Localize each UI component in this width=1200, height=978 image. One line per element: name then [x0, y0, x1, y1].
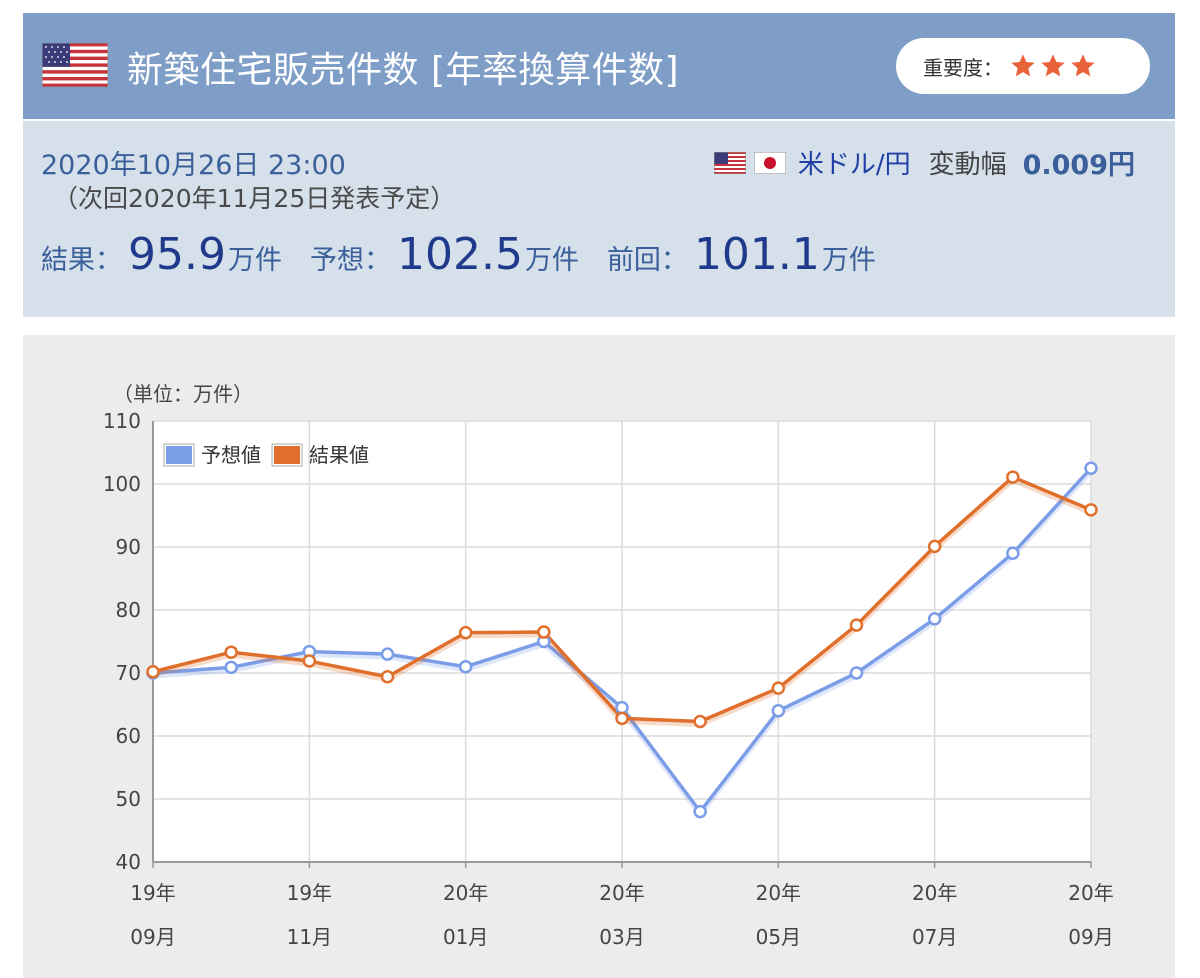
- next-release-note: （次回2020年11月25日発表予定）: [53, 184, 456, 213]
- japan-flag-icon: [753, 151, 786, 174]
- x-tick-label-month: 03月: [599, 925, 644, 949]
- importance-stars: [1009, 52, 1097, 80]
- data-point-result: [224, 645, 238, 659]
- star-icon: [1041, 54, 1065, 77]
- x-tick-label-year: 19年: [130, 881, 175, 905]
- volatility-value: 0.009円: [1022, 150, 1135, 181]
- data-point-result: [927, 539, 942, 554]
- importance-badge: 重要度：: [896, 38, 1150, 94]
- release-datetime: 2020年10月26日 23:00: [41, 150, 346, 181]
- release-stats: 結果： 95.9 万件 予想： 102.5 万件 前回： 101.1 万件: [41, 229, 876, 280]
- legend-swatch-border: [163, 443, 195, 467]
- data-point-result: [1006, 470, 1020, 484]
- data-point-result: [146, 664, 160, 679]
- page-title: 新築住宅販売件数 [年率換算件数]: [127, 50, 680, 91]
- release-info-panel: 2020年10月26日 23:00 （次回2020年11月25日発表予定） 米ド…: [23, 121, 1175, 317]
- previous-unit: 万件: [821, 245, 876, 276]
- data-point-result: [302, 654, 317, 668]
- star-icon: [1011, 54, 1035, 77]
- x-tick-label-year: 20年: [443, 881, 488, 905]
- legend-label: 結果値: [309, 443, 369, 467]
- chart-panel: 40 50 60 70 80 90 100 110 19年 09月 19年 11月 20年 01月 20年 0…: [23, 335, 1175, 978]
- y-tick-label: 60: [116, 724, 141, 748]
- result-value: 95.9: [128, 229, 226, 280]
- x-tick-label-year: 19年: [287, 881, 332, 905]
- importance-label: 重要度：: [923, 55, 1003, 80]
- data-point-result: [537, 625, 551, 639]
- x-tick-label-year: 20年: [599, 881, 644, 905]
- legend-label: 予想値: [201, 443, 261, 467]
- data-point-forecast: [1006, 546, 1020, 561]
- x-tick-label-month: 07月: [912, 925, 957, 949]
- data-point-forecast: [771, 704, 786, 718]
- x-tick-label-year: 20年: [1068, 881, 1113, 905]
- y-tick-label: 100: [103, 472, 141, 496]
- x-tick-label-month: 11月: [287, 925, 332, 949]
- data-point-result: [458, 625, 473, 640]
- legend-swatch-border: [271, 443, 303, 467]
- data-point-forecast: [693, 804, 707, 819]
- y-tick-label: 50: [116, 787, 141, 811]
- x-tick-label-year: 20年: [912, 881, 957, 905]
- data-point-forecast: [458, 659, 473, 674]
- star-icon: [1071, 54, 1095, 77]
- unit-label: （単位：万件）: [113, 382, 253, 406]
- y-tick-label: 70: [116, 661, 141, 685]
- forecast-value: 102.5: [396, 229, 523, 280]
- y-tick-label: 80: [116, 598, 141, 622]
- line-chart: 40 50 60 70 80 90 100 110 19年 09月 19年 11月 20年 01月 20年 0…: [103, 382, 1114, 949]
- y-tick-label: 90: [116, 535, 141, 559]
- x-tick-label-year: 20年: [756, 881, 801, 905]
- indicator-header: 新築住宅販売件数 [年率換算件数] 重要度：: [23, 13, 1175, 119]
- x-tick-label-month: 09月: [1068, 925, 1113, 949]
- previous-label: 前回：: [606, 245, 688, 276]
- us-flag-icon: [713, 151, 746, 174]
- forecast-label: 予想：: [309, 245, 391, 276]
- y-tick-label: 110: [103, 409, 141, 433]
- legend-swatch: [272, 444, 302, 466]
- data-point-forecast: [849, 666, 864, 680]
- volatility-label: 変動幅: [928, 150, 1007, 180]
- result-label: 結果：: [41, 245, 122, 276]
- currency-pair-volatility: 米ドル/円 変動幅 0.009円: [713, 143, 1135, 182]
- data-point-forecast: [224, 660, 238, 675]
- data-point-result: [771, 681, 786, 695]
- y-tick-label: 40: [116, 850, 141, 874]
- data-point-result: [849, 618, 864, 632]
- data-point-result: [1084, 503, 1098, 517]
- data-point-result: [380, 670, 395, 684]
- result-unit: 万件: [227, 245, 282, 276]
- forecast-unit: 万件: [524, 245, 579, 276]
- currency-pair-link[interactable]: 米ドル/円: [797, 150, 911, 180]
- legend-swatch: [164, 444, 194, 466]
- x-tick-label-month: 05月: [756, 925, 801, 949]
- data-point-forecast: [927, 612, 942, 626]
- us-flag-icon: [42, 43, 108, 87]
- data-point-forecast: [615, 700, 629, 715]
- data-point-forecast: [380, 647, 395, 661]
- previous-value: 101.1: [693, 229, 820, 280]
- x-tick-label-month: 01月: [443, 925, 488, 949]
- data-point-forecast: [1084, 461, 1098, 475]
- data-point-result: [615, 711, 629, 726]
- data-point-result: [693, 714, 707, 729]
- x-tick-label-month: 09月: [130, 925, 175, 949]
